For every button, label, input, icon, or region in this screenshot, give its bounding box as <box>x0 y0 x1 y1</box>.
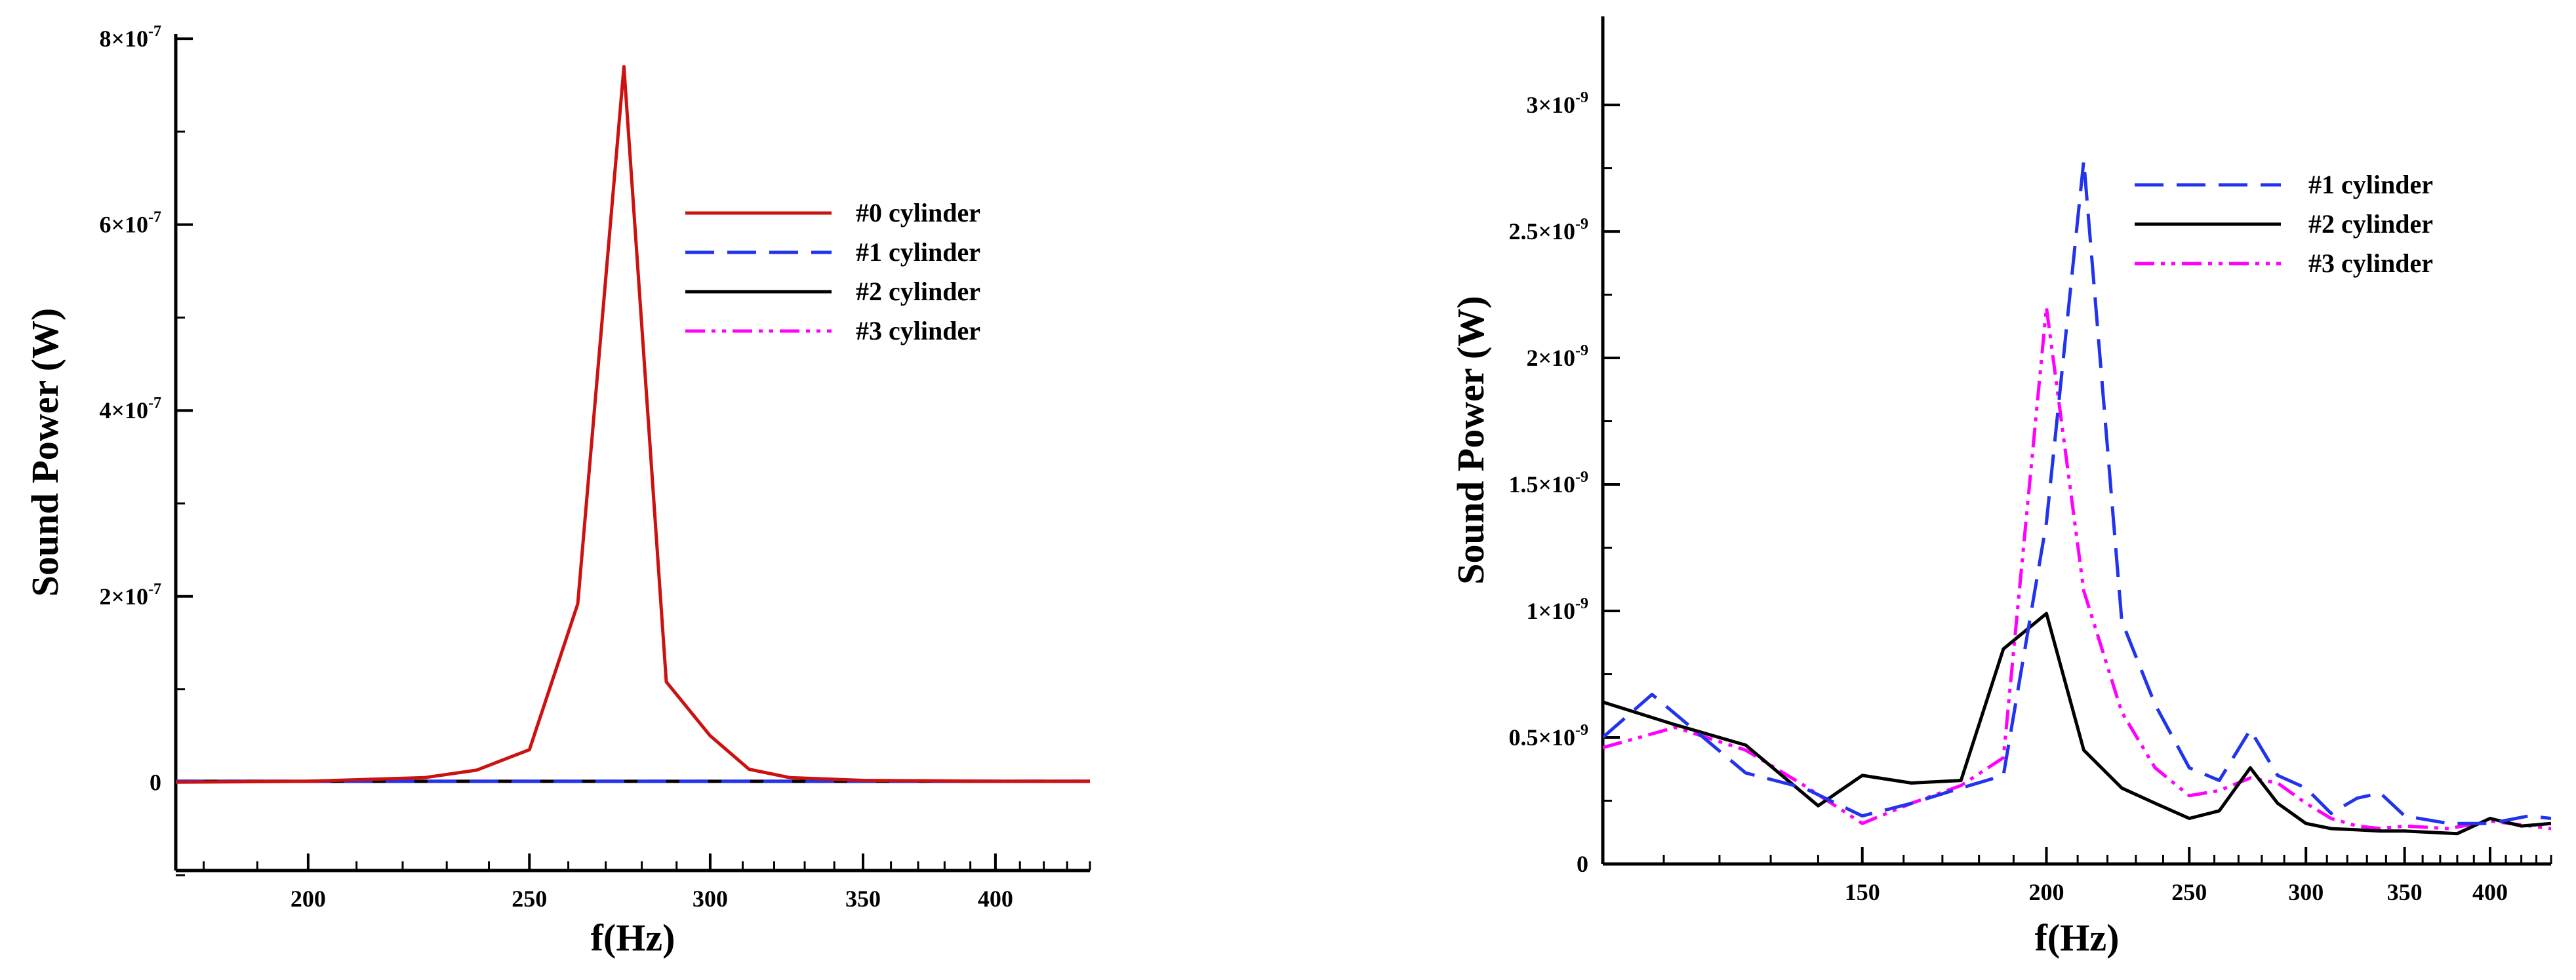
x-tick-label: 350 <box>2387 879 2423 905</box>
y-tick-label: 0 <box>150 769 161 795</box>
y-tick-label: 2×10-7 <box>99 581 161 610</box>
x-tick-label: 350 <box>845 886 881 912</box>
y-tick-label: 0 <box>1577 851 1588 877</box>
chart-panel-1: 200 250 300 350 400 0 2×10-7 4×10-7 6×10-7 8×10-7… <box>24 23 1091 959</box>
legend-label: #0 cylinder <box>856 198 980 227</box>
x-tick-label: 150 <box>1845 879 1880 905</box>
y-tick-label: 1.5×10-9 <box>1508 469 1588 498</box>
y-tick-label: 4×10-7 <box>99 395 161 423</box>
x-tick-label: 200 <box>291 886 326 912</box>
legend-label: #2 cylinder <box>2308 209 2433 239</box>
series-line-1 <box>1603 159 2551 825</box>
y-tick-label: 2×10-9 <box>1526 342 1588 371</box>
y-tick-label: 3×10-9 <box>1526 89 1588 118</box>
x-tick-label: 200 <box>2028 879 2064 905</box>
series-line-3 <box>1603 305 2551 831</box>
x-tick-label: 400 <box>978 886 1013 912</box>
chart-panel-2: 150 200 250 300 350 400 0 0.5×10-9 1×10-9 1.5×10-… <box>1449 16 2552 959</box>
legend-label: #1 cylinder <box>2308 170 2433 199</box>
legend-label: #1 cylinder <box>856 237 980 267</box>
legend-label: #3 cylinder <box>856 316 980 345</box>
y-axis-title: Sound Power (W) <box>24 308 66 597</box>
x-tick-label: 300 <box>2288 879 2324 905</box>
x-tick-label: 250 <box>2171 879 2207 905</box>
y-tick-label: 1×10-9 <box>1526 595 1588 624</box>
legend-label: #3 cylinder <box>2308 248 2433 278</box>
series-line-1 <box>176 65 1090 784</box>
x-tick-label: 300 <box>693 886 728 912</box>
y-axis-title: Sound Power (W) <box>1449 296 1492 584</box>
x-axis-title: f(Hz) <box>591 916 675 959</box>
x-tick-label: 250 <box>512 886 547 912</box>
y-tick-label: 2.5×10-9 <box>1508 216 1588 245</box>
x-axis-title: f(Hz) <box>2035 916 2120 959</box>
y-tick-label: 6×10-7 <box>99 209 161 238</box>
series-line-2 <box>1603 612 2551 836</box>
x-tick-label: 400 <box>2472 879 2508 905</box>
y-tick-label: 8×10-7 <box>99 23 161 52</box>
y-tick-label: 0.5×10-9 <box>1508 722 1588 751</box>
legend-label: #2 cylinder <box>856 277 980 306</box>
